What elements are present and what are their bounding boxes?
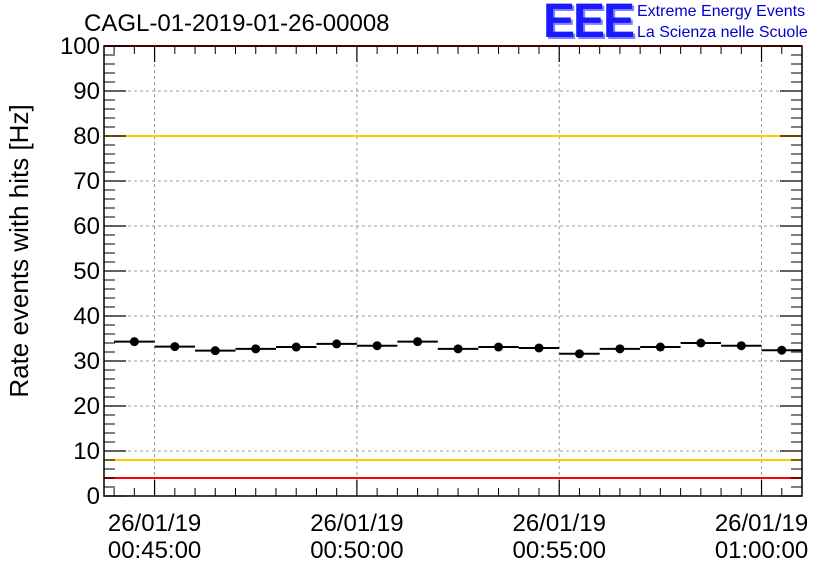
y-tick-label: 20 — [73, 393, 100, 420]
data-point — [453, 344, 463, 354]
data-point — [129, 337, 139, 347]
logo-line-2: La Scienza nelle Scuole — [637, 24, 808, 41]
logo-line-1: Extreme Energy Events — [637, 3, 806, 20]
data-point — [736, 341, 746, 351]
data-point — [696, 338, 706, 348]
data-point — [574, 349, 584, 359]
grid — [104, 46, 802, 496]
x-tick-label-date: 26/01/19 — [513, 510, 606, 537]
y-tick-label: 90 — [73, 78, 100, 105]
data-point — [413, 337, 423, 347]
y-tick-label: 40 — [73, 303, 100, 330]
reference-lines — [104, 45, 802, 479]
y-tick-label: 0 — [87, 483, 100, 510]
y-tick-label: 60 — [73, 213, 100, 240]
eee-logo: EEE Extreme Energy Events La Scienza nel… — [543, 0, 833, 48]
data-point — [332, 339, 342, 349]
x-tick-label-date: 26/01/19 — [108, 510, 201, 537]
y-tick-label: 10 — [73, 438, 100, 465]
chart-title: CAGL-01-2019-01-26-00008 — [84, 10, 390, 37]
y-tick-label: 100 — [60, 33, 100, 60]
data-points — [114, 337, 802, 359]
axes: 010203040506070809010026/01/1900:45:0026… — [60, 33, 808, 564]
data-point — [170, 342, 180, 352]
y-tick-label: 50 — [73, 258, 100, 285]
y-axis-label: Rate events with hits [Hz] — [4, 104, 34, 397]
data-point — [777, 345, 787, 355]
x-tick-label-time: 00:50:00 — [310, 537, 403, 564]
logo-mark: EEE — [543, 0, 635, 48]
data-point — [372, 341, 382, 351]
data-point — [251, 344, 261, 354]
y-tick-label: 30 — [73, 348, 100, 375]
data-point — [494, 342, 504, 352]
data-point — [615, 344, 625, 354]
data-point — [291, 342, 301, 352]
y-tick-label: 80 — [73, 123, 100, 150]
x-tick-label-time: 01:00:00 — [715, 537, 808, 564]
x-tick-label-time: 00:55:00 — [513, 537, 606, 564]
x-tick-label-date: 26/01/19 — [310, 510, 403, 537]
data-point — [534, 343, 544, 353]
x-tick-label-date: 26/01/19 — [715, 510, 808, 537]
data-point — [210, 346, 220, 356]
y-tick-label: 70 — [73, 168, 100, 195]
data-point — [655, 342, 665, 352]
x-tick-label-time: 00:45:00 — [108, 537, 201, 564]
